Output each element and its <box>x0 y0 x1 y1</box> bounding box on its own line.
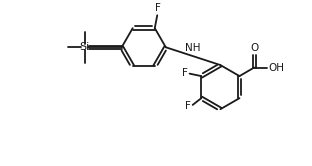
Text: Si: Si <box>80 42 90 52</box>
Text: F: F <box>182 68 188 78</box>
Text: OH: OH <box>268 63 284 73</box>
Text: NH: NH <box>185 43 201 53</box>
Text: F: F <box>155 3 161 13</box>
Text: F: F <box>185 101 191 111</box>
Text: O: O <box>250 43 258 53</box>
